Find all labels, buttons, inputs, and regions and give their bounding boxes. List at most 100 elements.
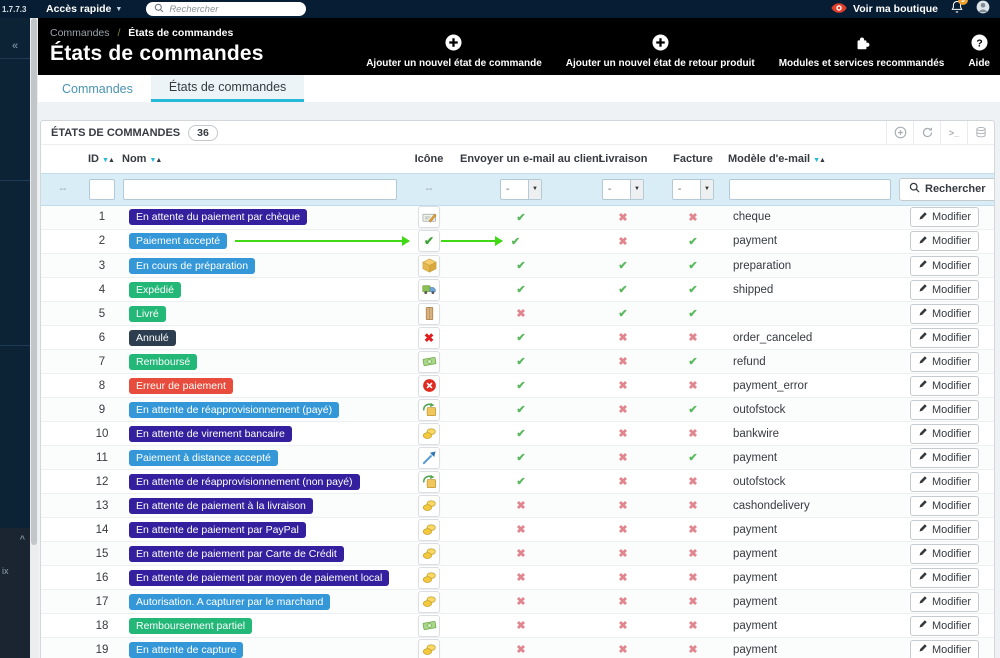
pencil-icon bbox=[918, 499, 928, 512]
scrollbar-thumb[interactable] bbox=[31, 18, 37, 545]
template-filter-input[interactable] bbox=[729, 178, 891, 200]
status-badge: En cours de préparation bbox=[129, 257, 256, 274]
header-action-ajouter-un-nouvel-e-tat-de-commande[interactable]: Ajouter un nouvel état de commande bbox=[366, 34, 542, 69]
coins-status-icon bbox=[418, 638, 440, 658]
edit-button[interactable]: Modifier bbox=[909, 303, 980, 324]
status-badge: Expédié bbox=[129, 281, 181, 298]
quick-access-menu[interactable]: Accès rapide ▼ bbox=[46, 3, 122, 15]
cross-mark: ✖ bbox=[688, 644, 698, 656]
email-template: bankwire bbox=[725, 421, 895, 446]
email-template: refund bbox=[725, 349, 895, 374]
status-badge: Remboursement partiel bbox=[129, 617, 253, 634]
edit-button[interactable]: Modifier bbox=[909, 639, 980, 658]
cross-mark: ✖ bbox=[688, 572, 698, 584]
sidebar-flyout: ^ ix bbox=[0, 528, 30, 658]
edit-button[interactable]: Modifier bbox=[909, 471, 980, 492]
edit-button[interactable]: Modifier bbox=[909, 375, 980, 396]
column-header-id[interactable]: ID ▼▲ bbox=[88, 152, 115, 165]
pencil-icon bbox=[918, 523, 928, 536]
add-icon[interactable] bbox=[886, 121, 913, 144]
topbar-search[interactable]: Rechercher bbox=[146, 2, 307, 16]
cross-mark: ✖ bbox=[516, 500, 526, 512]
remote-status-icon bbox=[418, 446, 440, 469]
edit-button[interactable]: Modifier bbox=[909, 519, 980, 540]
breadcrumb-parent[interactable]: Commandes bbox=[50, 27, 110, 39]
column-header-empty bbox=[895, 145, 994, 173]
sort-icons[interactable]: ▼▲ bbox=[102, 156, 115, 164]
edit-button[interactable]: Modifier bbox=[909, 327, 980, 348]
header-action-label: Ajouter un nouvel état de retour produit bbox=[565, 58, 755, 69]
coins-status-icon bbox=[418, 494, 440, 517]
status-badge: Erreur de paiement bbox=[129, 377, 233, 394]
email-filter-select[interactable]: - ▼ bbox=[500, 178, 542, 200]
edit-button[interactable]: Modifier bbox=[909, 543, 980, 564]
check-mark: ✔ bbox=[516, 284, 526, 296]
version-label: 1.7.7.3 bbox=[2, 4, 27, 14]
select-caret-icon: ▼ bbox=[630, 179, 643, 199]
email-template: order_canceled bbox=[725, 325, 895, 350]
column-header-livraison: Livraison bbox=[598, 152, 648, 165]
header-action-ajouter-un-nouvel-e-tat-de-retour-produit[interactable]: Ajouter un nouvel état de retour produit bbox=[566, 34, 755, 69]
tab-commandes[interactable]: Commandes bbox=[62, 81, 133, 96]
pencil-icon bbox=[918, 211, 928, 224]
header-action-modules-et-services-recommande-s[interactable]: Modules et services recommandés bbox=[779, 35, 944, 69]
search-button[interactable]: Rechercher bbox=[899, 177, 994, 201]
edit-button[interactable]: Modifier bbox=[909, 207, 980, 227]
edit-button[interactable]: Modifier bbox=[909, 279, 980, 300]
cross-mark: ✖ bbox=[618, 332, 628, 344]
edit-button[interactable]: Modifier bbox=[909, 495, 980, 516]
sidebar-collapse-button[interactable]: « bbox=[11, 40, 19, 52]
table-row: 18 Remboursement partiel ✖ ✖ ✖ payment Modifie… bbox=[41, 613, 994, 638]
plus-circle-icon bbox=[445, 34, 463, 54]
edit-button[interactable]: Modifier bbox=[909, 423, 980, 444]
cross-mark: ✖ bbox=[618, 572, 628, 584]
status-badge: En attente de paiement par PayPal bbox=[129, 521, 306, 538]
sort-icons[interactable]: ▼▲ bbox=[149, 156, 162, 164]
table-row: 11 Paiement à distance accepté ✔ ✖ ✔ payment M… bbox=[41, 445, 994, 470]
tabs-bar: Commandes États de commandes bbox=[38, 75, 1000, 102]
user-avatar[interactable] bbox=[976, 0, 990, 19]
email-template: preparation bbox=[725, 253, 895, 278]
truck-status-icon bbox=[418, 278, 440, 301]
refresh-icon[interactable] bbox=[913, 121, 940, 144]
edit-button[interactable]: Modifier bbox=[909, 591, 980, 612]
name-filter-input[interactable] bbox=[123, 178, 397, 200]
view-shop-link[interactable]: Voir ma boutique bbox=[831, 2, 938, 16]
edit-button[interactable]: Modifier bbox=[909, 567, 980, 588]
edit-button[interactable]: Modifier bbox=[909, 447, 980, 468]
pencil-icon bbox=[918, 571, 928, 584]
panel-header: ÉTATS DE COMMANDES 36 >_ bbox=[41, 121, 994, 145]
edit-button[interactable]: Modifier bbox=[909, 231, 980, 252]
status-badge: En attente du paiement par chèque bbox=[129, 209, 308, 225]
scrollbar[interactable] bbox=[30, 18, 38, 658]
tab-e-tats-de-commandes[interactable]: États de commandes bbox=[150, 75, 305, 102]
parcel-status-icon bbox=[418, 302, 440, 325]
edit-button[interactable]: Modifier bbox=[909, 615, 980, 636]
green-arrow bbox=[441, 236, 503, 246]
export-icon[interactable] bbox=[967, 121, 994, 144]
header-action-aide[interactable]: ? Aide bbox=[968, 34, 990, 69]
invoice-filter-select[interactable]: - ▼ bbox=[672, 178, 714, 200]
column-header-nom[interactable]: Nom ▼▲ bbox=[122, 152, 162, 165]
row-id: 12 bbox=[85, 469, 119, 494]
column-header-mode-le-d-e-mail[interactable]: Modèle d'e-mail ▼▲ bbox=[728, 152, 826, 165]
cheque-status-icon bbox=[418, 206, 440, 228]
row-id: 16 bbox=[85, 565, 119, 590]
notifications-bell[interactable]: 9 bbox=[951, 0, 968, 18]
table-row: 19 En attente de capture ✖ ✖ ✖ payment Modifie… bbox=[41, 637, 994, 658]
sql-query-icon[interactable]: >_ bbox=[940, 121, 967, 144]
check-mark: ✔ bbox=[516, 452, 526, 464]
id-filter-input[interactable] bbox=[89, 178, 115, 200]
delivery-filter-select[interactable]: - ▼ bbox=[602, 178, 644, 200]
page-header: Commandes / États de commandes États de … bbox=[38, 18, 1000, 75]
row-id: 2 bbox=[85, 229, 119, 254]
table-row: 14 En attente de paiement par PayPal ✖ ✖ ✖ pa… bbox=[41, 517, 994, 542]
edit-button[interactable]: Modifier bbox=[909, 255, 980, 276]
edit-button[interactable]: Modifier bbox=[909, 351, 980, 372]
select-caret-icon: ▼ bbox=[700, 179, 713, 199]
puzzle-icon bbox=[854, 35, 870, 54]
pencil-icon bbox=[918, 403, 928, 416]
chevron-up-icon[interactable]: ^ bbox=[19, 534, 25, 544]
edit-button[interactable]: Modifier bbox=[909, 399, 980, 420]
sort-icons[interactable]: ▼▲ bbox=[813, 156, 826, 164]
